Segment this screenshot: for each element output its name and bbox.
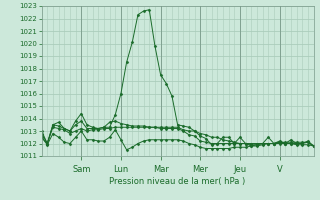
X-axis label: Pression niveau de la mer( hPa ): Pression niveau de la mer( hPa ): [109, 177, 246, 186]
